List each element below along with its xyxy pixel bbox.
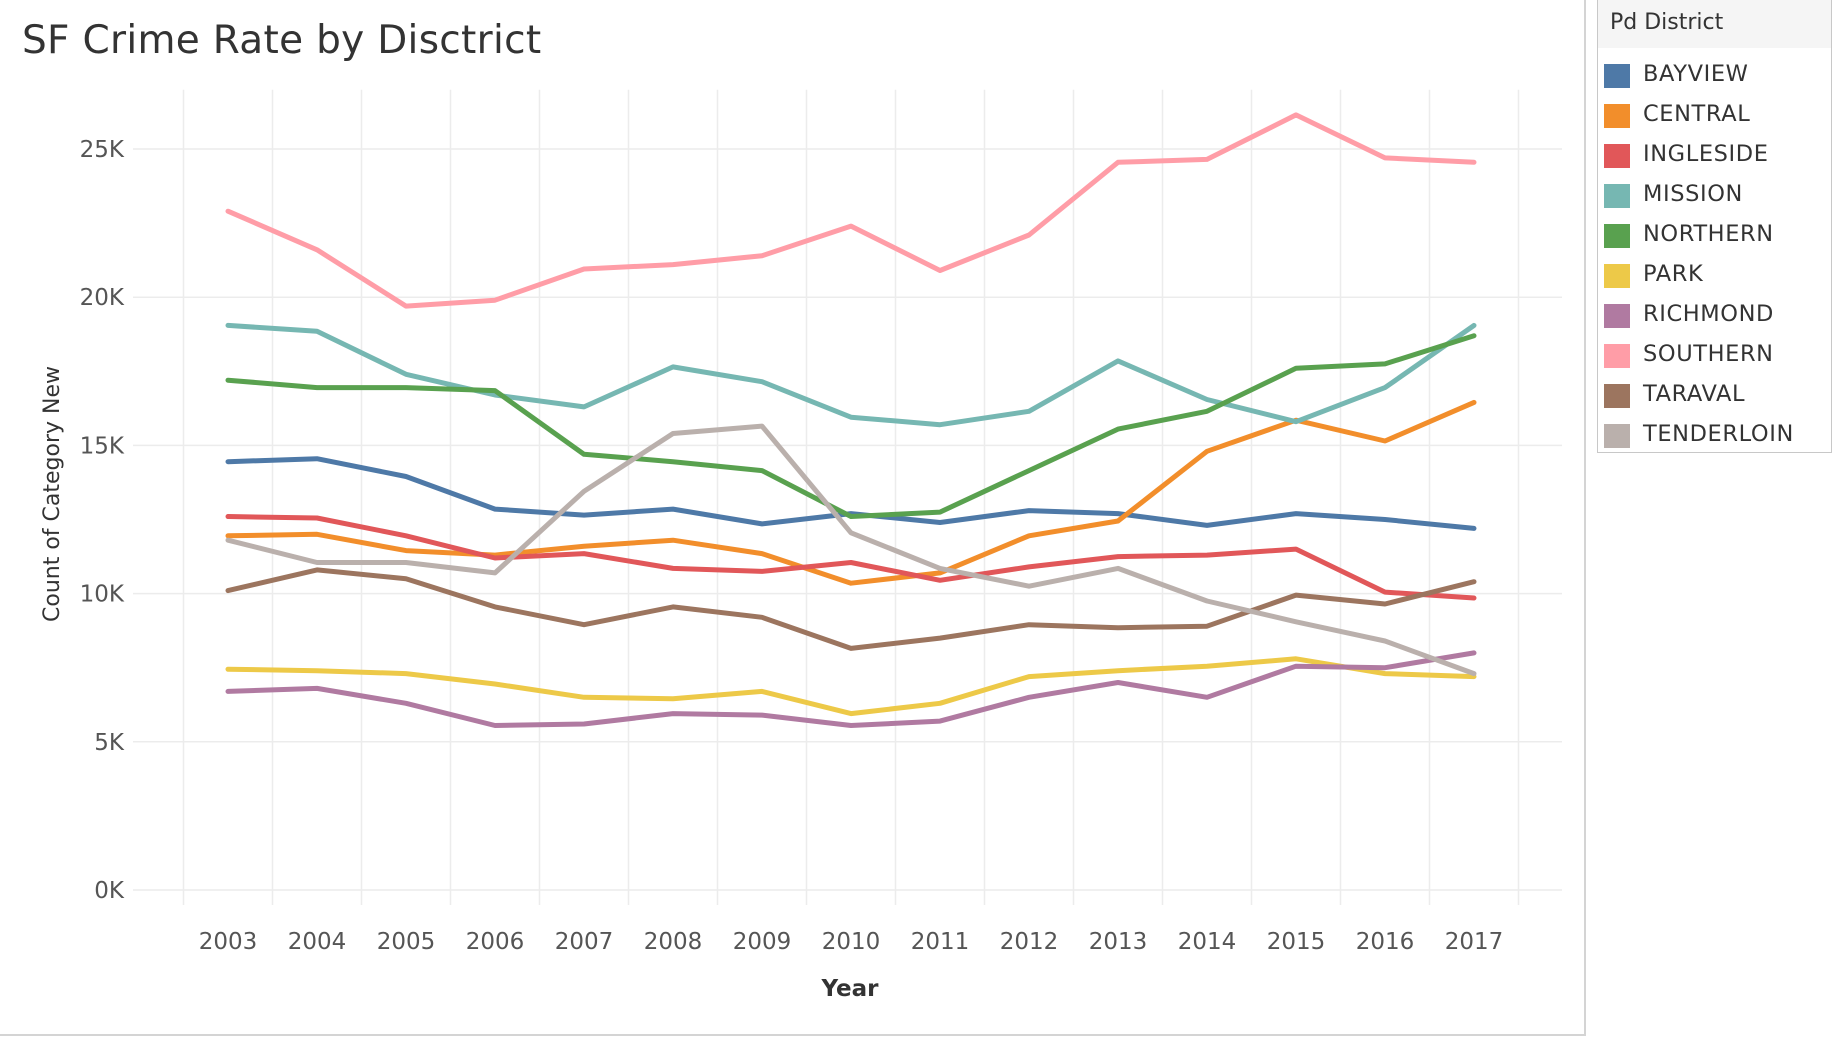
x-tick-label: 2009	[733, 929, 792, 955]
legend-label: PARK	[1643, 261, 1704, 287]
legend-swatch	[1604, 384, 1630, 408]
legend-swatch	[1604, 144, 1630, 168]
y-tick-label: 20K	[80, 285, 125, 311]
series-line-mission[interactable]	[225, 322, 1477, 428]
x-tick-label: 2008	[644, 929, 703, 955]
legend-item-richmond[interactable]: RICHMOND	[1598, 294, 1831, 334]
legend-label: SOUTHERN	[1643, 341, 1774, 367]
y-tick-label: 5K	[94, 730, 125, 756]
series-line-taraval[interactable]	[225, 567, 1477, 651]
series-line-richmond[interactable]	[225, 650, 1477, 728]
y-tick-label: 25K	[80, 137, 125, 163]
series-line-bayview[interactable]	[225, 456, 1477, 531]
y-axis-title: Count of Category New	[40, 366, 65, 622]
x-tick-label: 2010	[822, 929, 881, 955]
legend-swatch	[1604, 344, 1630, 368]
x-axis-title: Year	[820, 976, 879, 1002]
legend-swatch	[1604, 304, 1630, 328]
legend-label: TARAVAL	[1643, 381, 1746, 407]
series-line-tenderloin[interactable]	[225, 423, 1477, 677]
legend-item-mission[interactable]: MISSION	[1598, 174, 1831, 214]
x-tick-label: 2011	[911, 929, 970, 955]
legend-item-southern[interactable]: SOUTHERN	[1598, 334, 1831, 374]
x-tick-label: 2012	[1000, 929, 1059, 955]
series-line-central[interactable]	[225, 399, 1477, 586]
legend-swatch	[1604, 224, 1630, 248]
series-line-southern[interactable]	[225, 112, 1477, 309]
x-tick-label: 2015	[1267, 929, 1326, 955]
line-chart: 0K 5K 10K 15K 20K 25K 2003 2004 2005 2006 2007 2008…	[40, 89, 1562, 1002]
legend-title: Pd District	[1598, 0, 1831, 48]
x-tick-label: 2007	[555, 929, 614, 955]
x-tick-label: 2013	[1089, 929, 1148, 955]
y-tick-label: 10K	[80, 582, 125, 608]
legend-label: INGLESIDE	[1643, 141, 1769, 167]
legend-label: TENDERLOIN	[1643, 421, 1794, 447]
x-tick-label: 2006	[466, 929, 525, 955]
legend-label: RICHMOND	[1643, 301, 1774, 327]
legend-list: BAYVIEW CENTRAL INGLESIDE MISSION NORTHERN PA…	[1598, 48, 1831, 454]
legend-item-ingleside[interactable]: INGLESIDE	[1598, 134, 1831, 174]
legend-item-taraval[interactable]: TARAVAL	[1598, 374, 1831, 414]
legend-item-tenderloin[interactable]: TENDERLOIN	[1598, 414, 1831, 454]
y-tick-label: 15K	[80, 433, 125, 459]
legend-item-central[interactable]: CENTRAL	[1598, 94, 1831, 134]
view-frame	[0, 0, 1586, 1036]
legend-swatch	[1604, 424, 1630, 448]
legend-swatch	[1604, 104, 1630, 128]
legend-swatch	[1604, 64, 1630, 88]
legend-label: NORTHERN	[1643, 221, 1774, 247]
legend-item-northern[interactable]: NORTHERN	[1598, 214, 1831, 254]
series-line-northern[interactable]	[225, 333, 1477, 519]
legend-label: BAYVIEW	[1643, 61, 1749, 87]
x-tick-label: 2004	[288, 929, 347, 955]
y-tick-label: 0K	[94, 878, 125, 904]
legend-item-park[interactable]: PARK	[1598, 254, 1831, 294]
legend-label: CENTRAL	[1643, 101, 1751, 127]
x-tick-label: 2003	[199, 929, 258, 955]
legend-swatch	[1604, 184, 1630, 208]
legend-panel[interactable]: Pd District BAYVIEW CENTRAL INGLESIDE MISSI…	[1597, 0, 1832, 453]
x-tick-label: 2005	[377, 929, 436, 955]
series-line-ingleside[interactable]	[225, 514, 1477, 601]
legend-item-bayview[interactable]: BAYVIEW	[1598, 54, 1831, 94]
legend-label: MISSION	[1643, 181, 1743, 207]
chart-title: SF Crime Rate by Disctrict	[22, 18, 542, 63]
x-tick-label: 2016	[1356, 929, 1415, 955]
x-tick-label: 2017	[1445, 929, 1504, 955]
x-tick-label: 2014	[1178, 929, 1237, 955]
legend-swatch	[1604, 264, 1630, 288]
series-line-park[interactable]	[225, 656, 1477, 717]
